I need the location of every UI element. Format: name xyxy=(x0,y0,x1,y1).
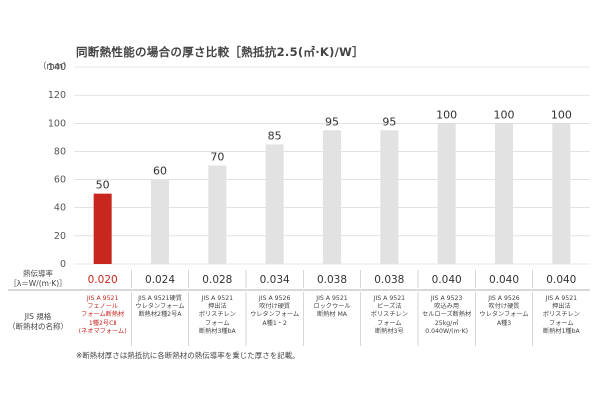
category-label-line: 押出法 xyxy=(208,303,227,311)
y-tick-label: 100 xyxy=(48,118,66,129)
category-label: JIS A 9523 吹込み用 セルローズ断熱材 25kg/㎥ 0.040W/(m·K) xyxy=(419,295,475,336)
category-label-line: JIS A 9521 xyxy=(201,295,234,302)
category-label-line: フォーム xyxy=(205,319,230,327)
category-label-line: セルローズ断熱材 xyxy=(422,311,472,319)
jis-label-line: （断熱材の名称） xyxy=(8,322,68,331)
category-label-line: ウレタンフォーム xyxy=(135,303,185,311)
category-label-line: JIS A 9521硬質 xyxy=(138,295,182,302)
category-label-line: JIS A 9521 xyxy=(316,295,348,302)
category-label-line: フォーム xyxy=(377,319,402,327)
category-label-line: ロックウール xyxy=(313,303,351,311)
conductivity-value: 0.020 xyxy=(88,274,118,286)
category-label-line: A種1・2 xyxy=(262,319,287,327)
category-label-line: ウレタンフォーム xyxy=(479,311,529,319)
category-label-line: 断熱材2種2号A xyxy=(138,311,182,319)
bar xyxy=(93,193,112,264)
y-tick-label: 120 xyxy=(48,90,66,101)
bar-value-label: 100 xyxy=(551,108,572,121)
category-label-line: JIS A 9521 xyxy=(373,295,406,302)
bar xyxy=(552,123,571,265)
conductivity-value: 0.024 xyxy=(145,274,175,286)
category-label-line: フェノール xyxy=(87,303,119,311)
category-label-line: フォーム断熱材 xyxy=(81,311,125,319)
conductivity-value: 0.028 xyxy=(202,274,232,286)
category-label: JIS A 9521硬質 ウレタンフォーム 断熱材2種2号A xyxy=(132,295,188,320)
conductivity-value: 0.038 xyxy=(317,274,347,286)
category-label-line: ポリスチレン xyxy=(370,311,408,319)
bar xyxy=(151,179,169,264)
y-tick-label: 40 xyxy=(54,203,66,214)
category-label-line: ビーズ法 xyxy=(377,303,402,311)
conductivity-value: 0.038 xyxy=(374,274,404,286)
category-label-line: 0.040W/(m·K) xyxy=(425,327,469,335)
category-label: JIS A 9521 ロックウール 断熱材 MA xyxy=(304,295,360,320)
bar-value-label: 70 xyxy=(210,151,224,164)
conductivity-label-line: 熱伝導率 xyxy=(23,269,53,278)
bar xyxy=(380,130,399,264)
y-tick-label: 60 xyxy=(54,175,66,186)
category-label-line: 1種2号CⅡ xyxy=(88,319,117,327)
bar-value-label: 60 xyxy=(153,165,167,178)
category-label-line: 押出法 xyxy=(552,303,571,311)
category-label-line: 25kg/㎥ xyxy=(434,319,459,327)
category-label-line: JIS A 9521 xyxy=(545,295,578,302)
category-label: JIS A 9521 押出法 ポリスチレン フォーム 断熱材3種bA xyxy=(189,295,245,336)
y-tick-label: 80 xyxy=(54,146,66,157)
conductivity-value: 0.040 xyxy=(546,274,576,286)
conductivity-label-line: ［λ＝W/(m·K)］ xyxy=(9,279,67,288)
bar xyxy=(323,130,341,264)
category-label-line: ウレタンフォーム xyxy=(250,311,300,319)
y-tick-label: 140 xyxy=(48,62,66,73)
chart-title: 同断熱性能の場合の厚さ比較［熱抵抗2.5(㎡·K)/W］ xyxy=(76,45,364,59)
conductivity-value: 0.040 xyxy=(432,274,462,286)
bar-value-label: 95 xyxy=(325,115,339,128)
category-label-line: JIS A 9523 xyxy=(430,295,463,302)
bar xyxy=(495,123,513,265)
conductivity-value: 0.040 xyxy=(489,274,519,286)
y-tick-label: 0 xyxy=(60,259,66,270)
category-label-line: 断熱材3種bA xyxy=(198,327,236,335)
jis-label-line: JIS 規格 xyxy=(24,312,52,321)
bar-value-label: 95 xyxy=(382,115,396,128)
category-label-line: 吹付け硬質 xyxy=(259,303,291,311)
bar-value-label: 100 xyxy=(494,108,515,121)
y-tick-label: 20 xyxy=(54,231,66,242)
conductivity-value: 0.034 xyxy=(260,274,290,286)
category-label-line: JIS A 9526 xyxy=(488,295,520,302)
category-label: JIS A 9521 フェノール フォーム断熱材 1種2号CⅡ (ネオマフォーム) xyxy=(75,295,131,336)
category-label: JIS A 9526 吹付け硬質 ウレタンフォーム A種1・2 xyxy=(247,295,303,328)
category-label: JIS A 9521 押出法 ポリスチレン フォーム 断熱材1種bA xyxy=(533,295,589,336)
category-label-line: (ネオマフォーム) xyxy=(78,327,127,335)
category-label-line: 断熱材3号 xyxy=(374,327,404,335)
category-label: JIS A 9521 ビーズ法 ポリスチレン フォーム 断熱材3号 xyxy=(361,295,417,336)
category-label-line: A種3 xyxy=(496,319,512,327)
jis-row-label: JIS 規格 （断熱材の名称） xyxy=(8,312,68,332)
category-label-line: 断熱材 MA xyxy=(316,311,348,319)
category-label-line: ポリスチレン xyxy=(542,311,580,319)
category-label-line: 吹付け硬質 xyxy=(488,303,520,311)
bar xyxy=(208,165,227,264)
category-label-line: 断熱材1種bA xyxy=(542,327,580,335)
conductivity-row-label: 熱伝導率 ［λ＝W/(m·K)］ xyxy=(8,269,68,289)
y-axis-unit: （mm） xyxy=(38,62,72,72)
bar xyxy=(265,144,284,264)
category-label-line: JIS A 9526 xyxy=(258,295,291,302)
category-label-line: JIS A 9521 xyxy=(86,295,119,302)
category-label-line: フォーム xyxy=(549,319,574,327)
bar-value-label: 50 xyxy=(96,179,110,192)
category-label-line: ポリスチレン xyxy=(198,311,236,319)
bar-value-label: 85 xyxy=(268,129,282,142)
category-label-line: 吹込み用 xyxy=(434,303,460,311)
footnote: ※断熱材厚さは熱抵抗に各断熱材の熱伝導率を乗じた厚さを記載。 xyxy=(76,351,300,360)
bar-value-label: 100 xyxy=(436,108,457,121)
category-label: JIS A 9526 吹付け硬質 ウレタンフォーム A種3 xyxy=(476,295,532,328)
bar xyxy=(437,123,456,265)
